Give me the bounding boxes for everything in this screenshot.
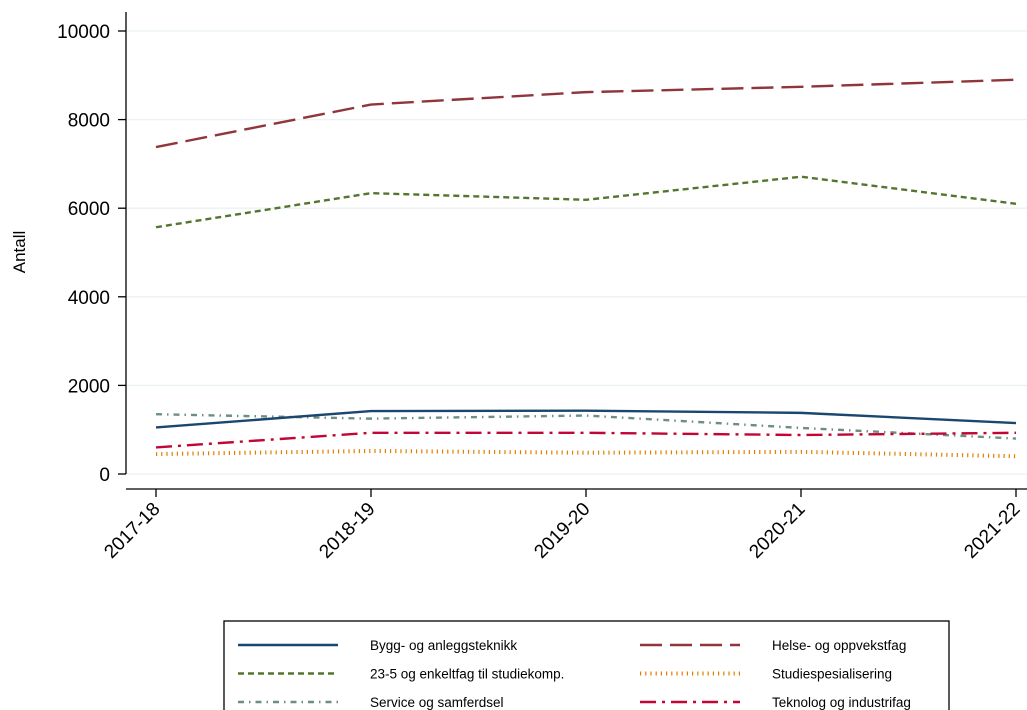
y-tick-label: 0 [99,465,110,486]
legend-label: Service og samferdsel [370,695,504,710]
legend-label: Teknolog og industrifag [772,695,911,710]
x-tick-label: 2021-22 [960,499,1024,563]
y-tick-label: 6000 [68,199,110,220]
y-axis-title: Antall [10,231,29,274]
x-tick-label: 2017-18 [100,499,164,563]
grid-lines [127,30,1027,475]
series-line [155,175,1017,229]
legend-label: Studiespesialisering [772,667,892,682]
series-line [155,409,1017,429]
series-line [155,448,1017,459]
y-axis-ticks: 0 2000 4000 6000 8000 10000 [57,22,126,486]
x-tick-label: 2019-20 [530,499,594,563]
legend-box [223,620,950,710]
series-line [155,431,1017,449]
legend-label: 23-5 og enkeltfag til studiekomp. [370,667,564,682]
legend-label: Helse- og oppvekstfag [772,638,906,653]
y-tick-label: 2000 [68,376,110,397]
series-line [155,78,1017,149]
y-tick-label: 10000 [57,22,110,43]
series-lines [155,78,1017,459]
axes [125,12,1027,490]
y-tick-label: 4000 [68,288,110,309]
x-tick-label: 2018-19 [315,499,379,563]
y-tick-label: 8000 [68,111,110,132]
legend-label: Bygg- og anleggsteknikk [370,638,517,653]
legend: Bygg- og anleggsteknikk Helse- og oppveks… [223,620,950,710]
x-axis-ticks: 2017-18 2018-19 2019-20 2020-21 2021-22 [100,489,1025,563]
x-tick-label: 2020-21 [745,499,809,563]
